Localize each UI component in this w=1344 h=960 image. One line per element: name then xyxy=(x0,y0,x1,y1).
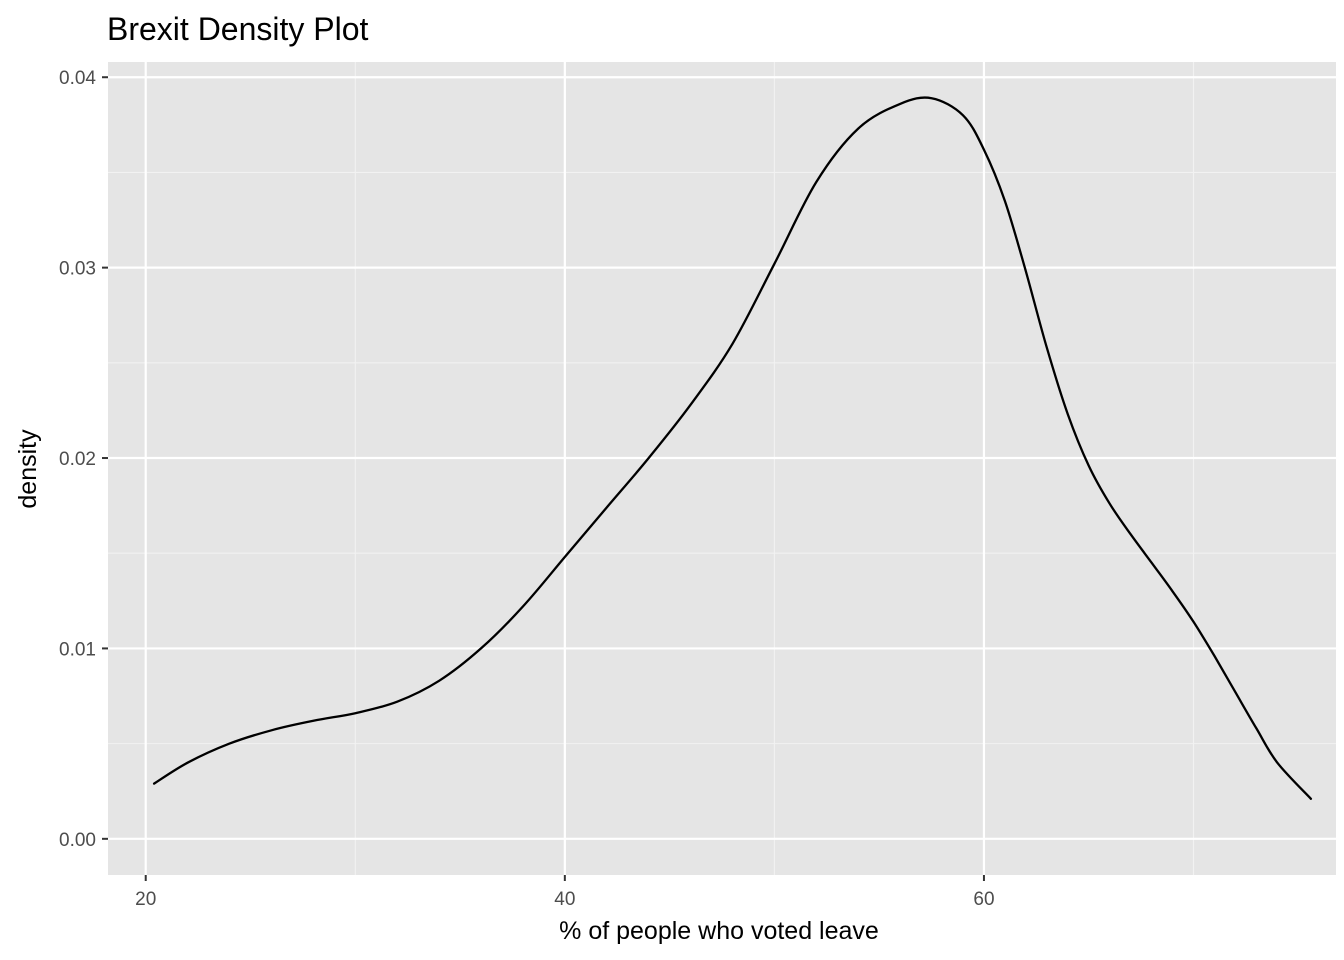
x-tick-label: 40 xyxy=(554,889,575,910)
y-tick-label: 0.03 xyxy=(59,259,96,280)
y-tick-label: 0.02 xyxy=(59,449,96,470)
y-axis-title: density xyxy=(14,429,42,509)
major-gridlines xyxy=(108,62,1336,875)
plot-panel xyxy=(108,62,1336,875)
chart-title: Brexit Density Plot xyxy=(107,11,369,47)
y-tick-label: 0.04 xyxy=(59,68,96,89)
x-axis: 20 40 60 xyxy=(135,875,995,910)
y-tick-label: 0.01 xyxy=(59,639,96,660)
x-tick-label: 60 xyxy=(973,889,994,910)
x-axis-title: % of people who voted leave xyxy=(559,917,879,945)
y-tick-label: 0.00 xyxy=(59,830,96,851)
y-axis: 0.00 0.01 0.02 0.03 0.04 xyxy=(59,68,108,851)
x-tick-label: 20 xyxy=(135,889,156,910)
minor-gridlines xyxy=(108,62,1336,875)
density-curve xyxy=(152,96,1313,800)
